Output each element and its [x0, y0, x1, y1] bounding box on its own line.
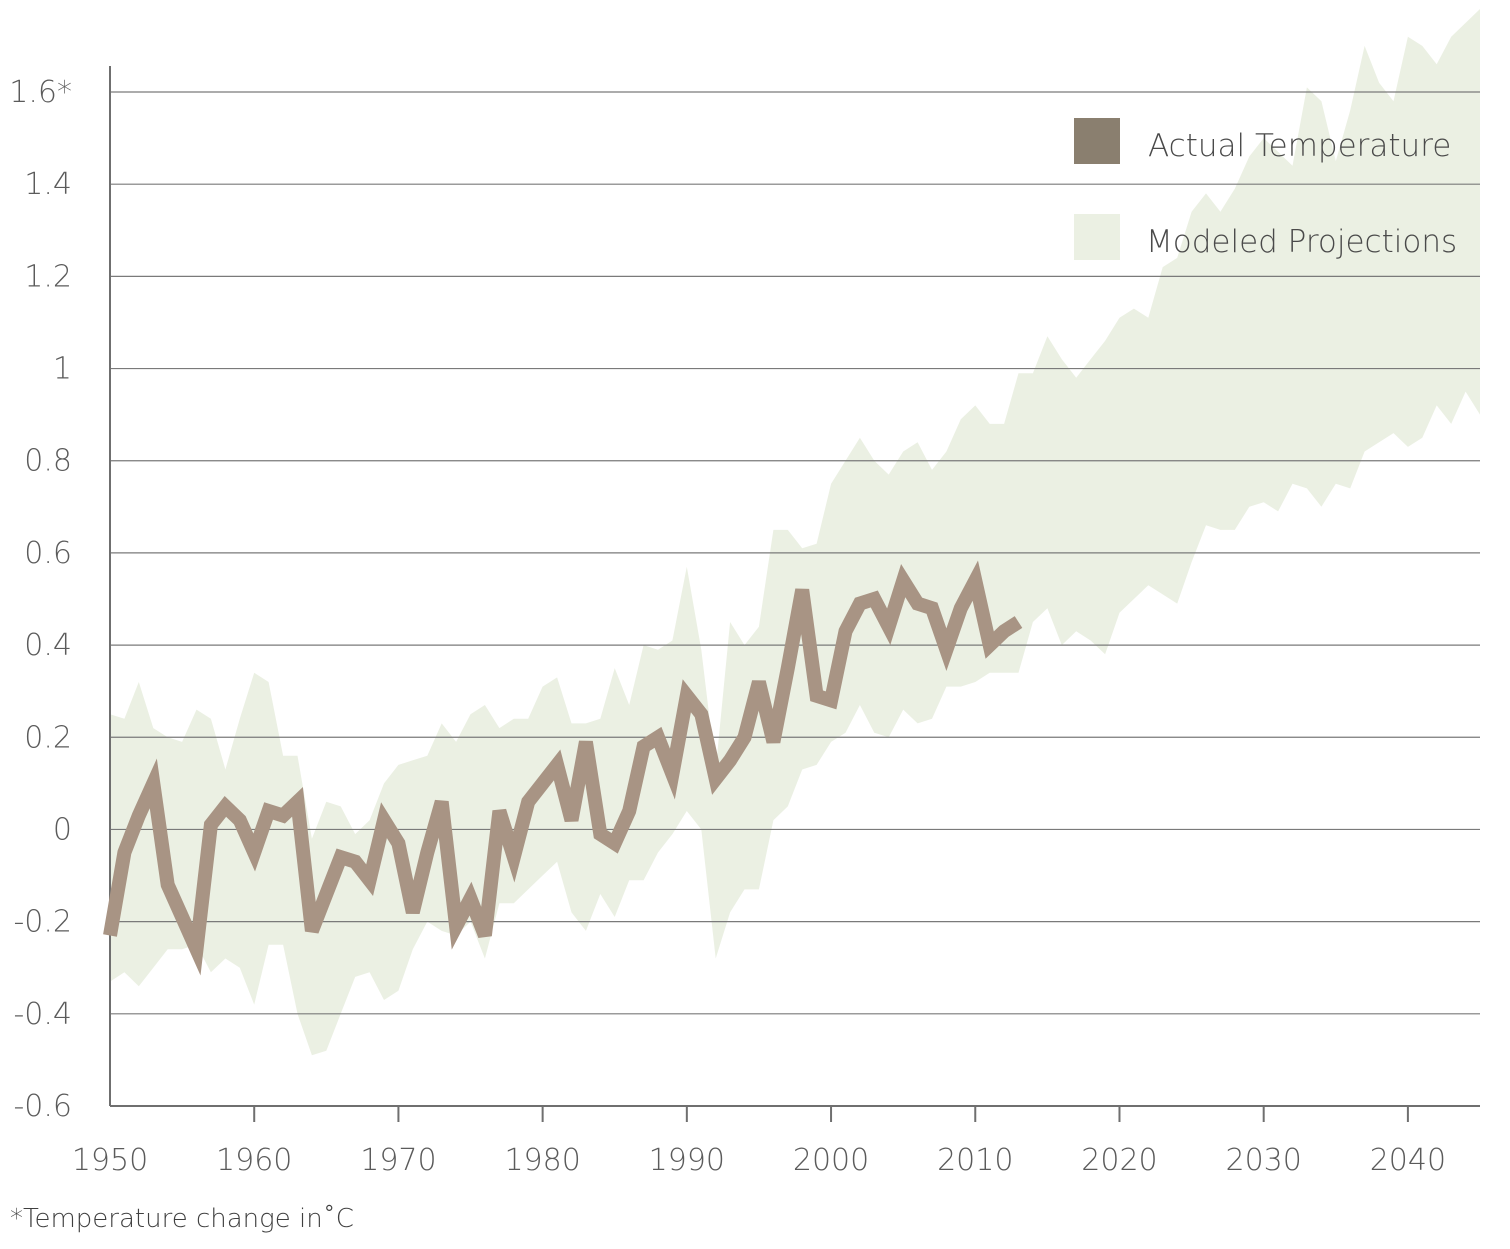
y-tick-label: -0.4	[13, 997, 72, 1032]
x-tick-label: 1980	[504, 1143, 580, 1178]
x-tick-label: 1990	[649, 1143, 725, 1178]
projection-band-layer	[110, 9, 1480, 1056]
x-tick-labels: 1950 1960 1970 1980 1990 2000 2010 2020 2030 2040	[72, 1143, 1446, 1178]
actual-temperature-line-layer	[103, 560, 1023, 976]
gridlines	[110, 91, 1480, 1015]
x-tick-label: 2000	[793, 1143, 869, 1178]
y-tick-label: -0.6	[13, 1089, 72, 1124]
legend-swatch-actual-temperature	[1074, 118, 1120, 164]
x-tick-label: 2010	[937, 1143, 1013, 1178]
x-tick-label: 2020	[1081, 1143, 1157, 1178]
x-tick-label: 1960	[216, 1143, 292, 1178]
x-tick-label: 2030	[1226, 1143, 1302, 1178]
legend-label-actual-temperature: Actual Temperature	[1148, 128, 1451, 164]
y-tick-label: -0.2	[13, 905, 72, 940]
y-tick-labels: 1.6* 1.4 1.2 1 0.8 0.6 0.4 0.2 0 -0.2 -0.4 -0.6	[9, 75, 72, 1124]
x-tick-label: 1950	[72, 1143, 148, 1178]
x-tick-label: 2040	[1370, 1143, 1446, 1178]
x-tick-label: 1970	[360, 1143, 436, 1178]
legend-swatch-modeled-projections	[1074, 214, 1120, 260]
legend-label-modeled-projections: Modeled Projections	[1146, 224, 1457, 260]
y-tick-label: 0.6	[24, 536, 72, 571]
y-tick-label: 1.4	[24, 167, 72, 202]
y-tick-label: 0.8	[24, 444, 72, 479]
y-tick-label: 1	[53, 352, 72, 387]
legend: Actual Temperature Modeled Projections	[1074, 118, 1457, 260]
actual-temperature-line	[103, 560, 1023, 976]
y-tick-label: 0.2	[24, 720, 72, 755]
y-tick-label: 1.6*	[9, 75, 72, 110]
footnote: *Temperature change in˚C	[10, 1204, 354, 1234]
y-tick-label: 0.4	[24, 628, 72, 663]
y-tick-label: 1.2	[24, 259, 72, 294]
y-tick-label: 0	[53, 812, 72, 847]
modeled-projections-band	[110, 9, 1480, 1056]
